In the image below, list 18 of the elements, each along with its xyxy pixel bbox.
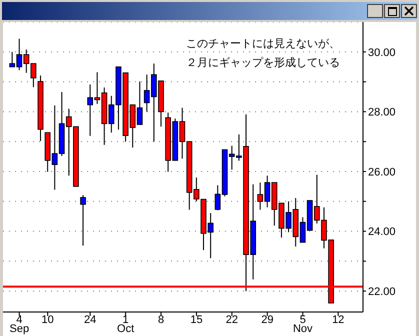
x-tick-label: 15 [190, 314, 203, 326]
x-tick-label: 10 [42, 314, 54, 326]
y-tick-label: 24.00 [368, 226, 396, 238]
y-tick-label: 26.00 [368, 166, 396, 178]
y-tick-label: 22.00 [368, 286, 396, 298]
candlestick [80, 194, 86, 246]
x-tick-label: 8 [158, 314, 164, 326]
x-tick-label: 22 [226, 314, 238, 326]
x-tick-label: 24 [84, 314, 96, 326]
y-tick-label: 30.00 [368, 46, 396, 59]
x-tick-label: 1 Oct [117, 314, 134, 335]
annotation: このチャートには見えないが、 [186, 38, 340, 50]
y-tick-label: 28.00 [368, 106, 396, 119]
x-tick-label: 29 [261, 314, 274, 326]
annotation: ２月にギャップを形成している [186, 56, 340, 69]
x-tick-label: 5 Nov [292, 314, 314, 335]
x-tick-label: 12 [332, 314, 344, 326]
x-tick-label: 4 Sep [10, 314, 30, 335]
